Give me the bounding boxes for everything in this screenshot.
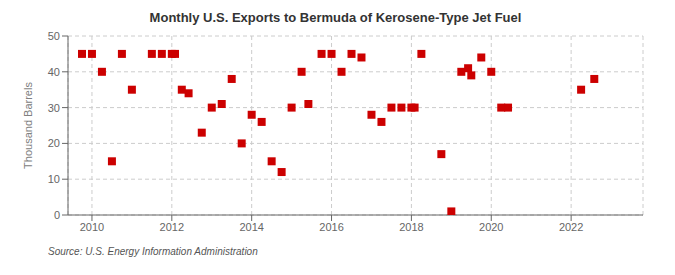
svg-text:2016: 2016	[319, 221, 343, 233]
svg-text:0: 0	[54, 209, 60, 221]
svg-text:20: 20	[48, 137, 60, 149]
html-text:Source: U.S. Energy Informatio: Source: U.S. Energy Information Administ…	[48, 246, 258, 257]
svg-text:10: 10	[48, 173, 60, 185]
svg-text:2022: 2022	[559, 221, 583, 233]
svg-text:2012: 2012	[160, 221, 184, 233]
svg-text:2010: 2010	[80, 221, 104, 233]
svg-text:2014: 2014	[239, 221, 263, 233]
svg-text:50: 50	[48, 30, 60, 42]
html-text:Monthly U.S. Exports to Bermud: Monthly U.S. Exports to Bermuda of Keros…	[149, 10, 522, 25]
svg-text:30: 30	[48, 102, 60, 114]
svg-text:2018: 2018	[399, 221, 423, 233]
svg-text:40: 40	[48, 66, 60, 78]
svg-text:2020: 2020	[479, 221, 503, 233]
svg-text:Thousand Barrels: Thousand Barrels	[22, 82, 34, 169]
